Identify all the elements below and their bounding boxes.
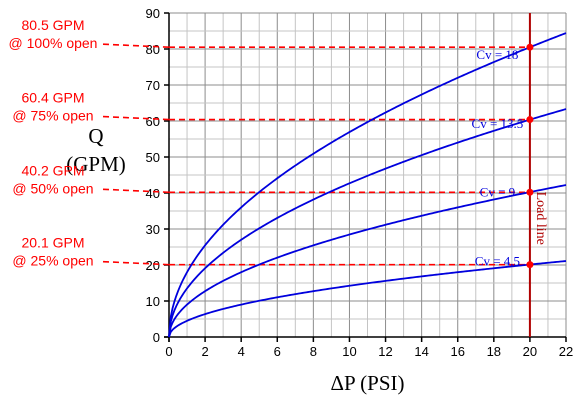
guide-line-left: [102, 115, 170, 121]
x-axis-title: ΔP (PSI): [331, 371, 405, 395]
labels: Load line 80.5 GPM @ 100% open 60.4 GPM @ 75…: [9, 17, 548, 268]
series-line: [168, 108, 567, 338]
series-label: Cv = 9: [480, 185, 516, 200]
y-tick-label: 50: [146, 150, 160, 165]
operating-point: [526, 261, 534, 269]
y-tick-label: 90: [146, 6, 160, 21]
operating-point: [526, 188, 534, 196]
curves: [168, 32, 567, 338]
load-line-label: Load line: [533, 192, 548, 245]
annotation-flow: 40.2 GPM: [21, 162, 84, 178]
y-axis-title-line2: (GPM): [66, 152, 126, 176]
grid: [169, 12, 567, 337]
annotation-flow: 20.1 GPM: [21, 235, 84, 251]
x-tick-label: 4: [238, 344, 245, 359]
annotation-flow: 60.4 GPM: [21, 90, 84, 106]
annotation-flow: 80.5 GPM: [21, 17, 84, 33]
y-tick-label: 60: [146, 114, 160, 129]
x-tick-label: 14: [414, 344, 428, 359]
x-tick-label: 20: [523, 344, 537, 359]
annotation-opening: @ 100% open: [9, 35, 98, 51]
annotation-opening: @ 75% open: [12, 108, 93, 124]
y-tick-label: 10: [146, 294, 160, 309]
series-line: [168, 32, 567, 338]
axes: 0 2 4 6 8 10 12 14 16 18 20 22 0 10 20 30 40 50 60 70 80 90 ΔP…: [66, 6, 573, 395]
x-tick-label: 16: [450, 344, 464, 359]
x-tick-label: 12: [378, 344, 392, 359]
y-tick-label: 40: [146, 186, 160, 201]
operating-point: [526, 116, 534, 124]
y-tick-label: 70: [146, 78, 160, 93]
x-tick-label: 10: [342, 344, 356, 359]
x-tick-label: 0: [165, 344, 172, 359]
guide-line-left: [102, 260, 170, 266]
guide-line-left: [102, 188, 170, 194]
x-tick-label: 2: [201, 344, 208, 359]
y-axis-title-line1: Q: [88, 124, 103, 148]
x-tick-label: 18: [487, 344, 501, 359]
series-line: [168, 184, 567, 338]
series-label: Cv = 18: [476, 47, 518, 62]
y-tick-label: 80: [146, 42, 160, 57]
series-label: Cv = 13.5: [472, 116, 524, 131]
guide-line-left: [102, 43, 170, 48]
x-tick-label: 8: [310, 344, 317, 359]
y-tick-label: 20: [146, 258, 160, 273]
operating-point: [526, 43, 534, 51]
annotation-opening: @ 50% open: [12, 180, 93, 196]
series-label: Cv = 4.5: [475, 253, 520, 268]
y-tick-label: 30: [146, 222, 160, 237]
annotation-opening: @ 25% open: [12, 253, 93, 269]
operating-guides: [102, 13, 531, 337]
x-tick-label: 6: [274, 344, 281, 359]
x-tick-label: 22: [559, 344, 573, 359]
y-tick-label: 0: [153, 330, 160, 345]
series-line: [168, 260, 567, 338]
